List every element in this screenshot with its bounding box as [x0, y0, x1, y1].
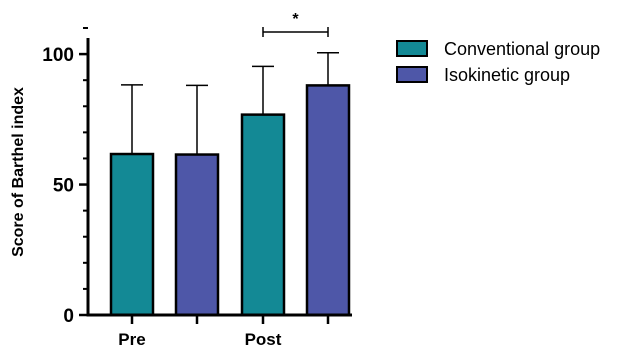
bar-pre-conventional-group	[109, 152, 155, 317]
legend-swatch-1	[396, 66, 428, 83]
axes-layer: 0 50 100 Pre Post Score of Barthel index	[10, 27, 352, 349]
x-tick-label-pre: Pre	[118, 330, 145, 349]
y-axis-label: Score of Barthel index	[10, 87, 27, 257]
bar-pre-isokinetic-group	[174, 153, 220, 317]
legend: Conventional group Isokinetic group	[396, 39, 600, 85]
significance-label: *	[292, 11, 299, 28]
legend-label-0: Conventional group	[444, 39, 600, 59]
bars-layer: *	[109, 11, 351, 317]
y-tick-label: 0	[63, 306, 74, 327]
y-tick-label: 50	[53, 176, 74, 197]
bar-post-conventional-group	[240, 113, 286, 317]
bar-post-isokinetic-group	[305, 84, 351, 317]
legend-label-1: Isokinetic group	[444, 65, 570, 85]
legend-swatch-0	[396, 40, 428, 57]
y-tick-label: 100	[42, 45, 74, 66]
x-tick-label-post: Post	[245, 330, 282, 349]
